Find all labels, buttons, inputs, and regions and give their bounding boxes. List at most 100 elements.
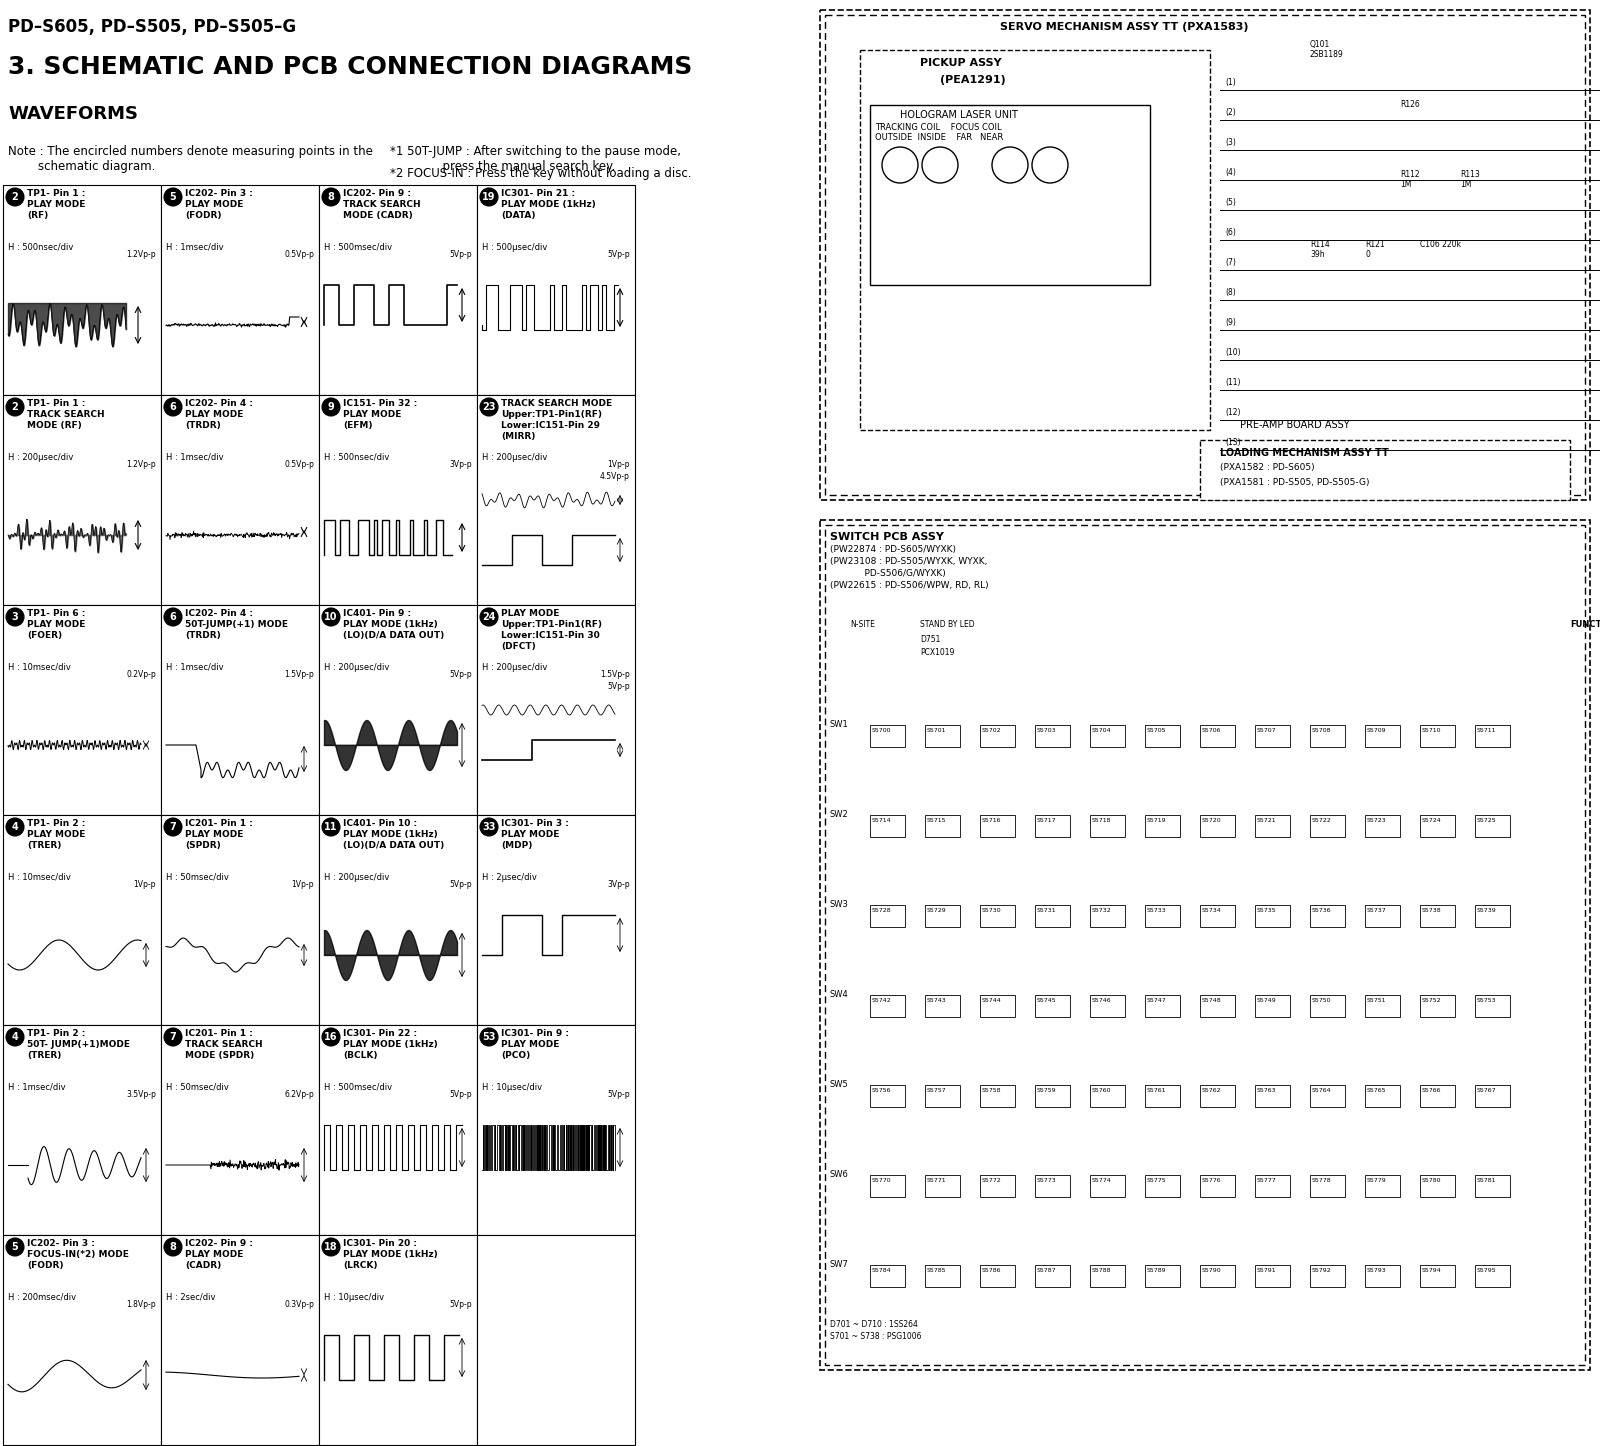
FancyBboxPatch shape — [870, 1084, 906, 1108]
Text: 8: 8 — [170, 1242, 176, 1252]
FancyBboxPatch shape — [1035, 1084, 1070, 1108]
Text: S5707: S5707 — [1258, 727, 1277, 733]
Text: (13): (13) — [1226, 438, 1240, 447]
FancyBboxPatch shape — [1254, 724, 1290, 748]
Text: S5723: S5723 — [1366, 818, 1387, 823]
FancyBboxPatch shape — [162, 816, 318, 1025]
Text: S5758: S5758 — [982, 1087, 1002, 1093]
FancyBboxPatch shape — [819, 521, 1590, 1369]
Text: H : 1msec/div: H : 1msec/div — [166, 243, 224, 252]
Text: 8: 8 — [328, 192, 334, 202]
FancyBboxPatch shape — [1200, 1176, 1235, 1197]
Text: IC301- Pin 3 :
PLAY MODE
(MDP): IC301- Pin 3 : PLAY MODE (MDP) — [501, 818, 570, 850]
FancyBboxPatch shape — [1090, 905, 1125, 927]
Text: PRE-AMP BOARD ASSY: PRE-AMP BOARD ASSY — [1240, 419, 1350, 429]
Text: 1.5Vp-p: 1.5Vp-p — [600, 669, 630, 680]
FancyBboxPatch shape — [870, 1265, 906, 1287]
Text: S5725: S5725 — [1477, 818, 1496, 823]
Text: S5772: S5772 — [982, 1178, 1002, 1183]
Text: R112
1M: R112 1M — [1400, 171, 1419, 189]
Text: S5737: S5737 — [1366, 908, 1387, 912]
FancyBboxPatch shape — [1365, 905, 1400, 927]
Text: 9: 9 — [328, 402, 334, 412]
FancyBboxPatch shape — [1310, 724, 1346, 748]
FancyBboxPatch shape — [1200, 1265, 1235, 1287]
Text: 1Vp-p: 1Vp-p — [291, 881, 314, 889]
Text: H : 200msec/div: H : 200msec/div — [8, 1293, 77, 1301]
FancyBboxPatch shape — [477, 1235, 635, 1445]
Circle shape — [322, 1028, 339, 1045]
Text: H : 10msec/div: H : 10msec/div — [8, 873, 70, 882]
Text: 5: 5 — [170, 192, 176, 202]
FancyBboxPatch shape — [1254, 1176, 1290, 1197]
FancyBboxPatch shape — [1421, 1084, 1454, 1108]
Text: S5718: S5718 — [1091, 818, 1112, 823]
FancyBboxPatch shape — [870, 905, 906, 927]
Circle shape — [6, 398, 24, 416]
Text: 3. SCHEMATIC AND PCB CONNECTION DIAGRAMS: 3. SCHEMATIC AND PCB CONNECTION DIAGRAMS — [8, 55, 693, 80]
Circle shape — [480, 188, 498, 205]
Text: HOLOGRAM LASER UNIT: HOLOGRAM LASER UNIT — [899, 110, 1018, 120]
Text: H : 50msec/div: H : 50msec/div — [166, 1083, 229, 1092]
Text: S5732: S5732 — [1091, 908, 1112, 912]
Text: S5745: S5745 — [1037, 998, 1056, 1004]
FancyBboxPatch shape — [826, 525, 1586, 1365]
Text: 33: 33 — [482, 821, 496, 831]
FancyBboxPatch shape — [870, 1176, 906, 1197]
FancyBboxPatch shape — [318, 1025, 477, 1235]
Text: S5735: S5735 — [1258, 908, 1277, 912]
Text: S5792: S5792 — [1312, 1268, 1331, 1272]
Text: H : 50msec/div: H : 50msec/div — [166, 873, 229, 882]
Text: 5Vp-p: 5Vp-p — [450, 250, 472, 259]
Text: 2: 2 — [11, 192, 18, 202]
FancyBboxPatch shape — [925, 1265, 960, 1287]
Text: TP1- Pin 6 :
PLAY MODE
(FOER): TP1- Pin 6 : PLAY MODE (FOER) — [27, 609, 85, 641]
Text: S5790: S5790 — [1202, 1268, 1222, 1272]
FancyBboxPatch shape — [1365, 1176, 1400, 1197]
FancyBboxPatch shape — [1200, 995, 1235, 1017]
Text: 7: 7 — [170, 1032, 176, 1043]
Text: H : 1msec/div: H : 1msec/div — [166, 664, 224, 672]
Text: 5Vp-p: 5Vp-p — [608, 683, 630, 691]
Text: S5787: S5787 — [1037, 1268, 1056, 1272]
FancyBboxPatch shape — [318, 816, 477, 1025]
Text: IC401- Pin 9 :
PLAY MODE (1kHz)
(LO)(D/A DATA OUT): IC401- Pin 9 : PLAY MODE (1kHz) (LO)(D/A… — [342, 609, 445, 641]
Text: 53: 53 — [482, 1032, 496, 1043]
Text: (11): (11) — [1226, 377, 1240, 388]
Text: S5780: S5780 — [1422, 1178, 1442, 1183]
Text: R126: R126 — [1400, 100, 1419, 108]
FancyBboxPatch shape — [162, 1025, 318, 1235]
FancyBboxPatch shape — [870, 995, 906, 1017]
Text: S5734: S5734 — [1202, 908, 1222, 912]
FancyBboxPatch shape — [1365, 1084, 1400, 1108]
Text: S5757: S5757 — [926, 1087, 947, 1093]
Text: S5736: S5736 — [1312, 908, 1331, 912]
Text: PCX1019: PCX1019 — [920, 648, 954, 656]
FancyBboxPatch shape — [1146, 995, 1181, 1017]
Text: S5728: S5728 — [872, 908, 891, 912]
Circle shape — [6, 1238, 24, 1257]
Text: 1.2Vp-p: 1.2Vp-p — [126, 250, 157, 259]
Circle shape — [6, 188, 24, 205]
FancyBboxPatch shape — [979, 724, 1014, 748]
Text: S5744: S5744 — [982, 998, 1002, 1004]
Text: IC201- Pin 1 :
TRACK SEARCH
MODE (SPDR): IC201- Pin 1 : TRACK SEARCH MODE (SPDR) — [186, 1030, 262, 1060]
Text: 4: 4 — [11, 1032, 18, 1043]
Text: S5760: S5760 — [1091, 1087, 1112, 1093]
Text: H : 10μsec/div: H : 10μsec/div — [323, 1293, 384, 1301]
Circle shape — [6, 818, 24, 836]
Text: H : 1msec/div: H : 1msec/div — [166, 453, 224, 463]
Text: S5776: S5776 — [1202, 1178, 1222, 1183]
Text: S5714: S5714 — [872, 818, 891, 823]
Text: LOADING MECHANISM ASSY TT: LOADING MECHANISM ASSY TT — [1221, 448, 1389, 458]
FancyBboxPatch shape — [1146, 816, 1181, 837]
FancyBboxPatch shape — [1090, 724, 1125, 748]
Text: 1Vp-p: 1Vp-p — [133, 881, 157, 889]
Text: (3): (3) — [1226, 137, 1235, 147]
FancyBboxPatch shape — [826, 14, 1586, 495]
Text: S5756: S5756 — [872, 1087, 891, 1093]
FancyBboxPatch shape — [1035, 816, 1070, 837]
Text: S5784: S5784 — [872, 1268, 891, 1272]
Text: 5Vp-p: 5Vp-p — [450, 669, 472, 680]
Text: S5717: S5717 — [1037, 818, 1056, 823]
